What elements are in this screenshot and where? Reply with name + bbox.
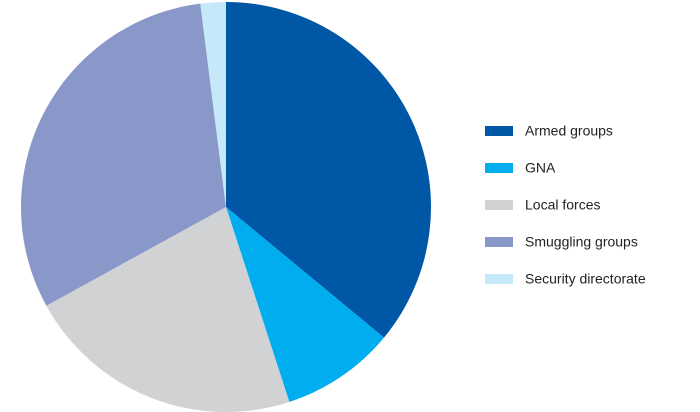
pie-slice xyxy=(46,207,290,412)
legend-swatch xyxy=(485,163,513,173)
legend-swatch xyxy=(485,237,513,247)
legend-label: Smuggling groups xyxy=(525,234,638,250)
legend-label: Security directorate xyxy=(525,271,646,287)
pie-slice xyxy=(200,1,226,207)
legend-swatch xyxy=(485,274,513,284)
legend-label: GNA xyxy=(525,160,556,176)
legend-swatch xyxy=(485,200,513,210)
legend-label: Local forces xyxy=(525,197,600,213)
legend-swatch xyxy=(485,126,513,136)
pie-slice xyxy=(20,3,227,306)
legend-label: Armed groups xyxy=(525,123,613,139)
pie-slice xyxy=(226,2,431,338)
pie-slice xyxy=(226,207,384,402)
